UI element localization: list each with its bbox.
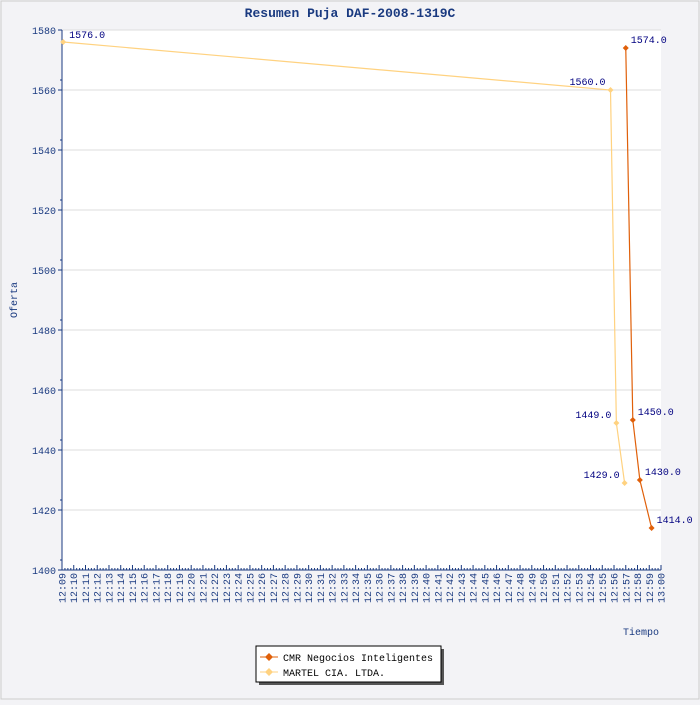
x-tick-label: 12:32: [329, 573, 340, 603]
x-tick-label: 12:15: [129, 573, 140, 603]
x-tick-label: 12:59: [646, 573, 657, 603]
x-tick-label: 12:19: [176, 573, 187, 603]
x-tick-label: 12:29: [293, 573, 304, 603]
x-tick-label: 12:11: [82, 573, 93, 603]
x-tick-label: 12:53: [575, 573, 586, 603]
x-tick-label: 13:00: [658, 573, 669, 603]
x-tick-label: 12:37: [387, 573, 398, 603]
x-axis-label: Tiempo: [623, 627, 659, 639]
y-tick-label: 1460: [32, 387, 56, 398]
x-tick-label: 12:46: [493, 573, 504, 603]
x-tick-label: 12:57: [622, 573, 633, 603]
x-tick-label: 12:44: [470, 573, 481, 603]
x-tick-label: 12:42: [446, 573, 457, 603]
data-label: 1576.0: [69, 31, 105, 42]
x-tick-label: 12:18: [164, 573, 175, 603]
x-tick-label: 12:14: [117, 573, 128, 603]
data-point: [621, 480, 628, 486]
x-tick-label: 12:47: [505, 573, 516, 603]
y-tick-label: 1560: [32, 87, 56, 98]
legend-marker-martel: [265, 668, 273, 676]
x-tick-label: 12:21: [199, 573, 210, 603]
legend-label-cmr: CMR Negocios Inteligentes: [283, 653, 433, 665]
y-tick-label: 1580: [32, 27, 56, 38]
x-tick-label: 12:22: [211, 573, 222, 603]
y-tick-label: 1520: [32, 207, 56, 218]
legend-marker-cmr: [265, 653, 273, 661]
x-tick-label: 12:28: [282, 573, 293, 603]
x-tick-label: 12:23: [223, 573, 234, 603]
data-label: 1560.0: [569, 78, 605, 89]
legend-label-martel: MARTEL CIA. LTDA.: [283, 669, 385, 680]
data-point: [648, 525, 655, 531]
x-tick-label: 12:38: [399, 573, 410, 603]
x-tick-label: 12:16: [141, 573, 152, 603]
data-label: 1449.0: [575, 411, 611, 422]
data-point: [622, 45, 629, 51]
data-label: 1430.0: [645, 468, 681, 479]
x-tick-label: 12:56: [611, 573, 622, 603]
data-label: 1429.0: [584, 471, 620, 482]
plot-area: [62, 30, 661, 570]
x-tick-label: 12:51: [552, 573, 563, 603]
x-tick-label: 12:31: [317, 573, 328, 603]
data-point: [607, 87, 614, 93]
x-tick-label: 12:13: [105, 573, 116, 603]
x-tick-label: 12:52: [564, 573, 575, 603]
y-tick-label: 1440: [32, 447, 56, 458]
x-tick-label: 12:58: [634, 573, 645, 603]
y-tick-label: 1500: [32, 267, 56, 278]
x-tick-label: 12:45: [481, 573, 492, 603]
x-tick-label: 12:17: [152, 573, 163, 603]
x-tick-label: 12:55: [599, 573, 610, 603]
data-point: [60, 39, 67, 45]
data-label: 1574.0: [631, 36, 667, 47]
x-tick-label: 12:34: [352, 573, 363, 603]
x-tick-label: 12:49: [528, 573, 539, 603]
x-tick-label: 12:35: [364, 573, 375, 603]
y-tick-label: 1540: [32, 147, 56, 158]
x-tick-label: 12:43: [458, 573, 469, 603]
y-tick-label: 1420: [32, 507, 56, 518]
x-tick-label: 12:24: [235, 573, 246, 603]
x-tick-label: 12:30: [305, 573, 316, 603]
x-tick-label: 12:54: [587, 573, 598, 603]
y-tick-label: 1480: [32, 327, 56, 338]
x-tick-label: 12:33: [340, 573, 351, 603]
y-axis-label: Oferta: [9, 282, 21, 318]
series-line: [63, 41, 626, 484]
x-tick-label: 12:41: [434, 573, 445, 603]
data-label: 1450.0: [638, 408, 674, 419]
x-tick-label: 12:09: [59, 573, 70, 603]
y-tick-label: 1400: [32, 567, 56, 578]
x-tick-label: 12:27: [270, 573, 281, 603]
data-label: 1414.0: [657, 516, 693, 527]
x-tick-label: 12:10: [70, 573, 81, 603]
x-tick-label: 12:36: [376, 573, 387, 603]
data-point: [613, 420, 620, 426]
x-tick-label: 12:26: [258, 573, 269, 603]
x-tick-label: 12:20: [188, 573, 199, 603]
x-tick-label: 12:48: [517, 573, 528, 603]
x-tick-label: 12:50: [540, 573, 551, 603]
legend: CMR Negocios Inteligentes MARTEL CIA. LT…: [255, 645, 444, 685]
chart-title: Resumen Puja DAF-2008-1319C: [245, 6, 456, 21]
x-tick-label: 12:39: [411, 573, 422, 603]
x-tick-label: 12:12: [94, 573, 105, 603]
data-point: [629, 417, 636, 423]
x-tick-label: 12:25: [246, 573, 257, 603]
series-line: [625, 47, 653, 529]
x-tick-label: 12:40: [423, 573, 434, 603]
data-point: [636, 477, 643, 483]
